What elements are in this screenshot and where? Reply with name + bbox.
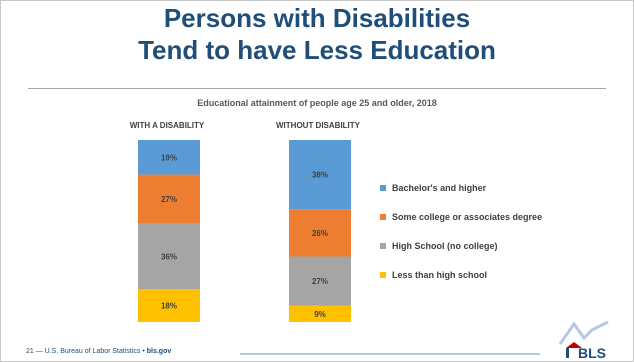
category-label-with-disability: WITH A DISABILITY <box>129 121 205 130</box>
legend-item-0: Bachelor's and higher <box>380 180 542 196</box>
page-number: 21 <box>26 348 34 355</box>
logo-flag-icon <box>566 342 582 348</box>
bar-segment-1-1 <box>289 256 351 306</box>
bar-segment-1-3 <box>289 140 351 210</box>
footer-link[interactable]: bls.gov <box>146 348 172 355</box>
data-label-0-1: 36% <box>161 252 177 261</box>
bar-segment-0-2 <box>138 174 200 224</box>
data-label-0-3: 19% <box>161 153 177 162</box>
legend-item-3: Less than high school <box>380 267 542 283</box>
bar-segment-0-1 <box>138 223 200 290</box>
logo-text: BLS <box>578 345 606 360</box>
bar-segment-1-0 <box>289 305 351 322</box>
legend-swatch-3 <box>380 272 386 278</box>
legend-item-1: Some college or associates degree <box>380 209 542 225</box>
legend-swatch-0 <box>380 185 386 191</box>
data-label-0-0: 18% <box>161 302 177 311</box>
bar-segment-0-0 <box>138 289 200 322</box>
title-line-1: Persons with Disabilities <box>163 3 471 33</box>
data-label-1-3: 38% <box>312 171 328 180</box>
legend-label-3: Less than high school <box>392 270 488 280</box>
chart-title: Educational attainment of people age 25 … <box>197 98 437 108</box>
chart-legend: Bachelor's and higher Some college or ass… <box>380 180 542 296</box>
data-label-0-2: 27% <box>161 195 177 204</box>
category-label-without-disability: WITHOUT DISABILITY <box>276 121 360 130</box>
legend-item-2: High School (no college) <box>380 238 542 254</box>
title-line-2: Tend to have Less Education <box>138 35 496 65</box>
footer-rule <box>240 353 540 355</box>
legend-label-2: High School (no college) <box>392 241 498 251</box>
bar-segment-0-3 <box>138 140 200 175</box>
legend-label-1: Some college or associates degree <box>392 212 543 222</box>
data-label-1-2: 26% <box>312 229 328 238</box>
logo-star-icon <box>566 348 569 358</box>
legend-label-0: Bachelor's and higher <box>392 183 487 193</box>
title-divider <box>28 88 606 89</box>
bar-segment-1-2 <box>289 209 351 257</box>
logo-chart-line-icon <box>558 320 609 345</box>
legend-swatch-2 <box>380 243 386 249</box>
data-label-1-0: 9% <box>314 310 326 319</box>
slide-title: Persons with Disabilities Tend to have L… <box>0 2 634 66</box>
legend-swatch-1 <box>380 214 386 220</box>
bls-logo: BLS <box>558 320 609 360</box>
slide-footer: 21 — U.S. Bureau of Labor Statistics • b… <box>26 348 171 355</box>
footer-text: — U.S. Bureau of Labor Statistics • <box>33 348 147 355</box>
data-label-1-1: 27% <box>312 277 328 286</box>
